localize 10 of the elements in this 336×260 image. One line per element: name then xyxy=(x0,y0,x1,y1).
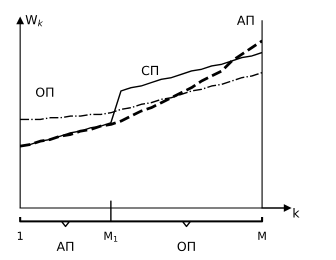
x-tick-label: M xyxy=(258,232,266,240)
x-tick-label: M$_{1}$ xyxy=(104,232,118,242)
series-label: АП xyxy=(236,16,254,25)
series-label: ОП xyxy=(36,87,54,97)
y-axis-title: W$_{k}$ xyxy=(26,15,44,26)
series-label: СП xyxy=(142,66,158,76)
text: АП xyxy=(56,242,74,251)
text: ОП xyxy=(178,242,195,252)
x-tick-label: 1 xyxy=(18,232,23,240)
x-axis-title: k xyxy=(293,208,300,218)
